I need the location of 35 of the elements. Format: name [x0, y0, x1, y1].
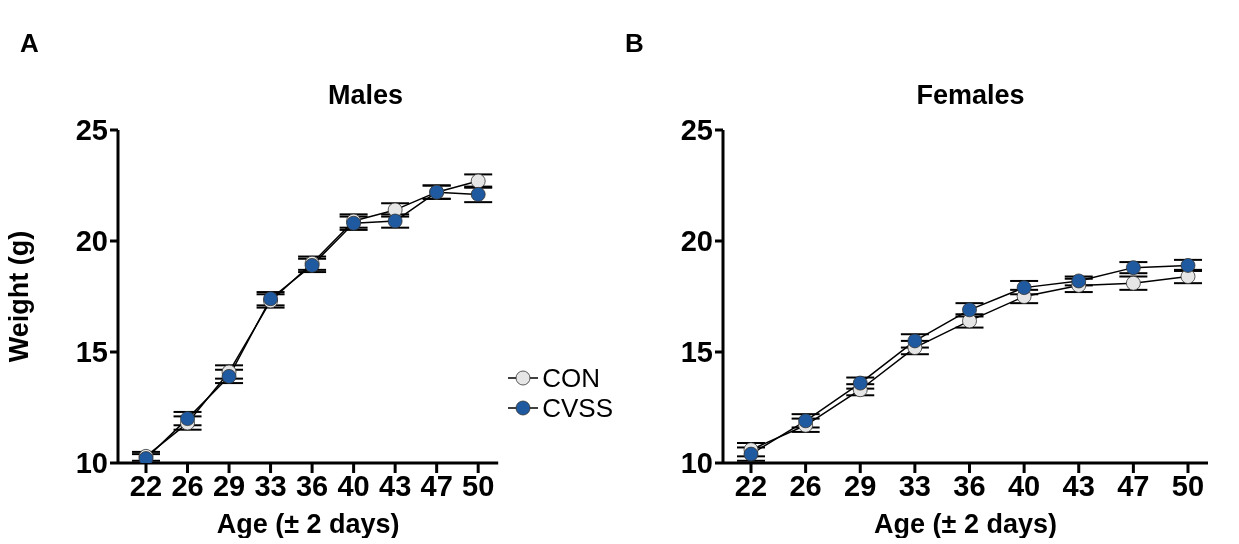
x-tick-label: 22	[734, 469, 768, 502]
x-axis-title: Age (± 2 days)	[874, 509, 1057, 539]
x-tick-label: 47	[1117, 469, 1150, 502]
y-tick-label: 25	[680, 114, 713, 147]
y-tick-label: 10	[680, 447, 713, 480]
x-tick-label: 50	[1171, 469, 1205, 502]
x-tick-label: 36	[953, 469, 986, 502]
y-tick-label: 10	[75, 447, 108, 480]
x-tick-label: 36	[295, 469, 329, 502]
y-tick-label: 15	[75, 336, 108, 369]
y-axis-title: Weight (g)	[3, 230, 34, 363]
x-tick-label: 43	[379, 469, 412, 502]
chart-title: Females	[915, 80, 1026, 111]
x-tick-label: 29	[212, 469, 246, 502]
y-tick-label: 20	[75, 225, 108, 258]
x-tick-label: 43	[1062, 469, 1095, 502]
y-tick-label: 15	[680, 336, 713, 369]
x-tick-label: 40	[1007, 469, 1041, 502]
chart-title: Males	[326, 80, 404, 111]
x-tick-label: 40	[337, 469, 370, 502]
x-tick-label: 26	[171, 469, 204, 502]
x-tick-label: 50	[462, 469, 495, 502]
x-tick-label: 33	[254, 469, 287, 502]
x-tick-label: 33	[898, 469, 932, 502]
legend-label: CVSS	[542, 393, 613, 423]
x-tick-label: 47	[420, 469, 453, 502]
legend-label: CON	[542, 363, 600, 393]
text: A	[20, 28, 39, 59]
x-tick-label: 26	[789, 469, 822, 502]
x-axis-title: Age (± 2 days)	[216, 509, 400, 539]
x-tick-label: 29	[844, 469, 877, 502]
y-tick-label: 25	[75, 114, 108, 147]
x-tick-label: 22	[129, 469, 163, 502]
y-tick-label: 20	[680, 225, 713, 258]
text: B	[625, 28, 644, 59]
